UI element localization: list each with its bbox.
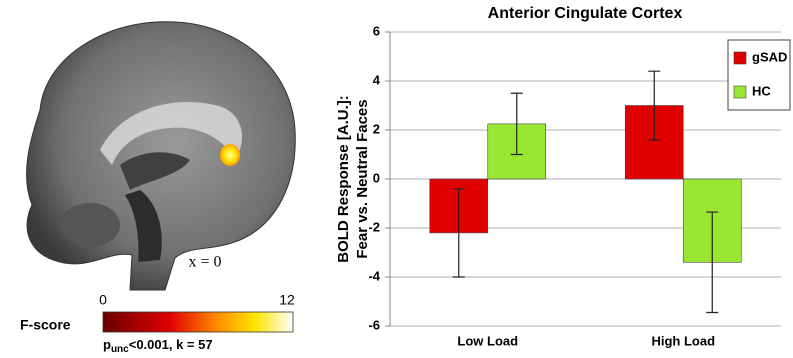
colorbar-max: 12 bbox=[279, 292, 295, 308]
y-tick-label: 0 bbox=[373, 170, 380, 185]
brain-image bbox=[27, 22, 296, 290]
legend-swatch bbox=[734, 52, 746, 64]
colorbar-label: F-score bbox=[20, 317, 71, 333]
legend-swatch bbox=[734, 86, 746, 98]
slice-label: x = 0 bbox=[188, 254, 221, 271]
y-tick-label: 2 bbox=[373, 121, 380, 136]
y-tick-label: -4 bbox=[368, 268, 380, 283]
y-tick-label: 6 bbox=[373, 23, 380, 38]
y-tick-label: -6 bbox=[368, 317, 380, 332]
legend: gSAD HC bbox=[728, 40, 790, 110]
x-tick-label: High Load bbox=[651, 333, 715, 348]
colorbar bbox=[103, 312, 293, 332]
figure: x = 0 F-score 0 12 punc<0.001, k = 57 An… bbox=[0, 0, 793, 358]
colorbar-min: 0 bbox=[99, 292, 107, 308]
stats-subscript: unc bbox=[111, 344, 129, 355]
stats-p: p bbox=[103, 337, 111, 352]
y-axis-label: Fear vs. Neutral Faces bbox=[354, 99, 371, 258]
stats-text: punc<0.001, k = 57 bbox=[103, 337, 213, 354]
y-tick-label: 4 bbox=[373, 72, 381, 87]
y-axis-label: BOLD Response [A.U.]: bbox=[335, 95, 352, 263]
legend-label: HC bbox=[752, 83, 771, 98]
chart-title: Anterior Cingulate Cortex bbox=[488, 5, 683, 22]
stats-rest: <0.001, k = 57 bbox=[129, 337, 213, 352]
legend-label: gSAD bbox=[752, 49, 787, 64]
x-tick-label: Low Load bbox=[457, 333, 518, 348]
